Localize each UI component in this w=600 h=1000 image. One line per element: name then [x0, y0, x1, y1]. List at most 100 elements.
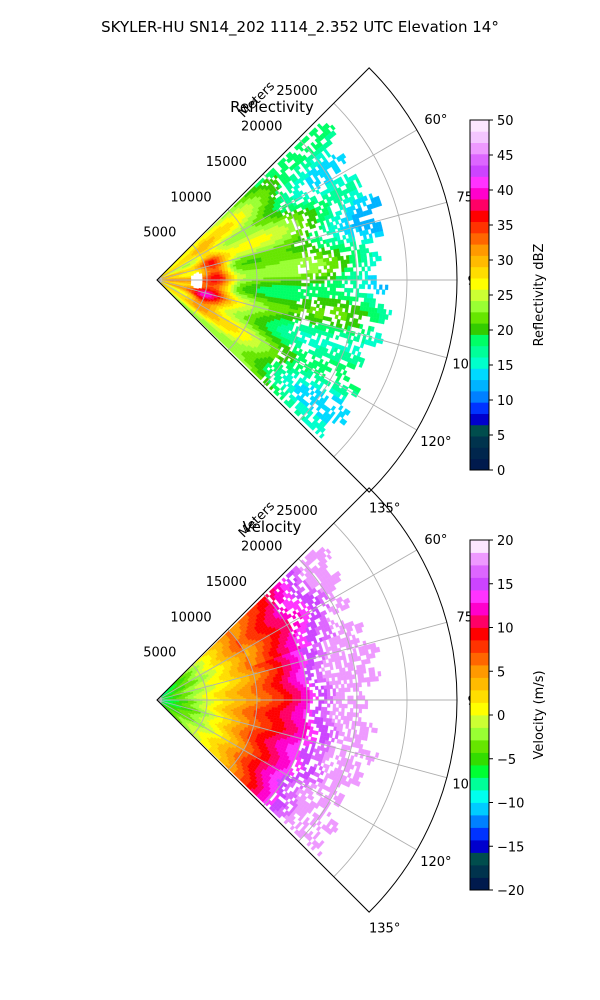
data-cell — [277, 274, 282, 278]
data-cell — [309, 276, 313, 281]
data-cell — [379, 284, 383, 290]
data-cell — [260, 273, 264, 276]
data-cell — [311, 262, 316, 267]
data-cell — [338, 275, 342, 281]
colorbar-tick-label: 35 — [497, 219, 514, 234]
data-cell — [190, 274, 194, 276]
data-cell — [323, 290, 328, 295]
data-cell — [268, 287, 273, 290]
data-cell — [330, 405, 337, 412]
data-cell — [352, 262, 357, 268]
range-tick-label: 10000 — [170, 190, 211, 205]
colorbar-swatch — [470, 368, 489, 381]
data-cell — [292, 285, 296, 290]
colorbar-swatch — [470, 345, 489, 358]
data-cell — [297, 285, 302, 290]
data-cell — [245, 283, 250, 287]
data-cell — [320, 243, 325, 249]
data-cell — [248, 283, 252, 287]
data-cell — [332, 272, 337, 277]
data-cell — [286, 271, 290, 275]
data-cell — [321, 304, 326, 310]
data-cell — [349, 296, 353, 302]
data-cell — [222, 276, 226, 279]
figure-title: SKYLER-HU SN14_202 1114_2.352 UTC Elevat… — [101, 18, 499, 37]
data-cell — [314, 266, 319, 271]
data-cell — [312, 266, 316, 271]
data-cell — [358, 362, 364, 368]
data-cell — [280, 287, 284, 291]
data-cell — [315, 276, 319, 281]
data-cell — [294, 291, 298, 296]
data-cell — [371, 302, 376, 309]
data-cell — [378, 255, 382, 262]
data-cell — [280, 282, 284, 286]
colorbar-swatch — [470, 323, 489, 335]
data-cell — [335, 283, 340, 288]
data-cell — [273, 264, 278, 268]
colorbar-swatch — [470, 458, 489, 471]
data-cell — [321, 308, 326, 313]
data-cell — [364, 275, 369, 281]
data-cell — [323, 265, 328, 270]
data-cell — [312, 269, 316, 274]
data-cell — [291, 268, 296, 272]
data-cell — [283, 285, 287, 289]
data-cell — [291, 294, 295, 298]
data-cell — [274, 266, 278, 271]
data-cell — [358, 284, 363, 289]
data-cell — [338, 404, 344, 411]
data-cell — [350, 279, 354, 285]
data-cell — [320, 262, 324, 267]
data-cell — [375, 289, 380, 295]
data-cell — [259, 268, 264, 272]
data-cell — [364, 279, 369, 285]
colorbar-swatch — [470, 142, 489, 155]
data-cell — [289, 271, 293, 275]
data-cell — [343, 295, 348, 301]
data-cell — [346, 296, 350, 301]
data-cell — [288, 293, 292, 298]
data-cell — [242, 276, 247, 279]
data-cell — [340, 263, 345, 269]
data-cell — [274, 274, 279, 278]
colorbar-tick-label: 5 — [497, 429, 505, 444]
data-cell — [361, 244, 366, 250]
data-cell — [285, 262, 290, 267]
data-cell — [268, 265, 272, 269]
data-cell — [372, 298, 376, 304]
data-cell — [323, 261, 327, 266]
data-cell — [384, 284, 389, 291]
colorbar-label: Reflectivity dBZ — [532, 244, 547, 347]
data-cell — [364, 293, 368, 299]
data-cell — [349, 258, 353, 264]
data-cell — [228, 275, 232, 278]
colorbar-tick-label: 25 — [497, 289, 514, 304]
data-cell — [315, 279, 319, 284]
data-cell — [311, 293, 316, 298]
data-cell — [347, 287, 351, 293]
data-cell — [314, 262, 319, 267]
data-cell — [308, 242, 313, 248]
data-cell — [313, 300, 318, 305]
data-cell — [291, 262, 295, 266]
data-cell — [332, 276, 337, 281]
data-cell — [271, 267, 275, 271]
data-cell — [332, 283, 337, 288]
data-cell — [271, 274, 276, 278]
data-cell — [277, 271, 281, 275]
data-cell — [239, 274, 244, 277]
data-cell — [321, 283, 325, 288]
data-cell — [251, 271, 255, 275]
data-cell — [274, 272, 279, 276]
colorbar-swatch — [470, 255, 489, 268]
data-cell — [268, 267, 272, 271]
data-cell — [288, 268, 293, 272]
data-cell — [268, 272, 273, 276]
data-cell — [277, 287, 281, 291]
data-cell — [257, 273, 261, 276]
data-cell — [265, 267, 270, 271]
data-cell — [318, 269, 322, 274]
data-cell — [335, 275, 340, 281]
